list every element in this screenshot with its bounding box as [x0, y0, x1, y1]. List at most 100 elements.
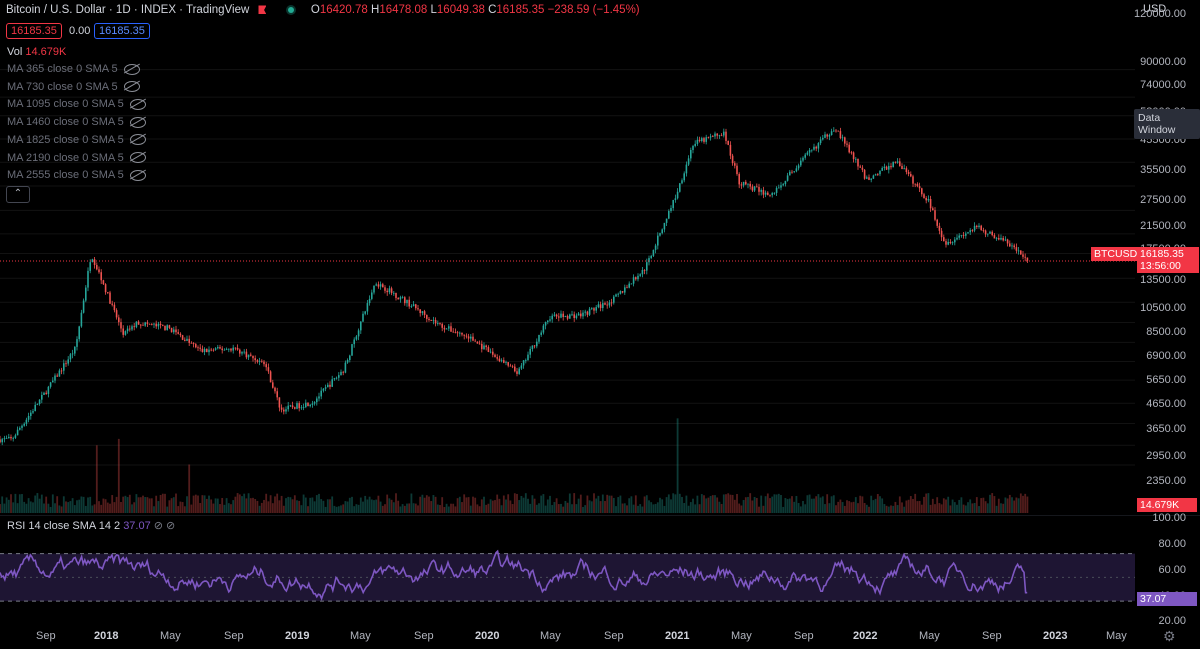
- candle-body: [349, 355, 351, 360]
- candle-body: [584, 311, 586, 313]
- volume-bar: [687, 505, 690, 513]
- rsi-legend[interactable]: RSI 14 close SMA 14 2 37.07 ⊘ ⊘: [7, 519, 175, 532]
- candle-body: [608, 302, 611, 306]
- volume-bar: [194, 494, 197, 513]
- candle-body: [844, 137, 846, 144]
- candle-body: [1015, 247, 1018, 251]
- time-tick-label: May: [540, 630, 561, 642]
- volume-legend[interactable]: Vol 14.679K: [7, 46, 66, 58]
- hidden-eye-icon[interactable]: [129, 116, 146, 128]
- open-value: 16420.78: [319, 4, 368, 16]
- volume-bar: [489, 499, 492, 513]
- volume-bar: [786, 499, 789, 513]
- volume-bar: [225, 498, 228, 513]
- volume-bar: [494, 500, 496, 513]
- volume-bar: [434, 496, 437, 513]
- candle-body: [494, 354, 496, 358]
- volume-bar: [689, 502, 692, 513]
- ma-legend-row[interactable]: MA 1825 close 0 SMA 5: [7, 134, 146, 146]
- candle-body: [1024, 256, 1026, 258]
- hidden-eye-icon[interactable]: [129, 98, 146, 110]
- volume-bar: [566, 502, 569, 513]
- candle-body: [43, 392, 45, 395]
- candle-body: [49, 382, 52, 387]
- candle-body: [791, 171, 793, 173]
- candle-body: [782, 184, 784, 186]
- candle-body: [780, 185, 782, 188]
- volume-bar: [106, 502, 109, 513]
- candle-body: [256, 360, 259, 362]
- volume-bar: [516, 493, 518, 513]
- ma-legend-row[interactable]: MA 365 close 0 SMA 5: [7, 63, 140, 75]
- buy-button[interactable]: 16185.35: [94, 23, 150, 39]
- candle-body: [1, 439, 3, 443]
- candle-body: [265, 364, 267, 368]
- candle-body: [335, 377, 338, 379]
- hidden-eye-icon[interactable]: [129, 152, 146, 164]
- candle-body: [366, 303, 369, 312]
- candle-body: [421, 311, 424, 314]
- volume-bar: [938, 503, 941, 513]
- ma-legend-row[interactable]: MA 2555 close 0 SMA 5: [7, 169, 146, 181]
- hidden-eye-icon[interactable]: [129, 169, 146, 181]
- time-tick-label: May: [731, 630, 752, 642]
- volume-bar: [1, 496, 4, 513]
- volume-bar: [311, 497, 314, 513]
- currency-label[interactable]: USD: [1143, 3, 1167, 15]
- ma-legend-row[interactable]: MA 730 close 0 SMA 5: [7, 81, 140, 93]
- hidden-eye-icon[interactable]: [129, 134, 146, 146]
- volume-bar: [951, 499, 954, 513]
- hidden-eye-icon[interactable]: [123, 63, 140, 75]
- price-chart[interactable]: [0, 0, 1200, 515]
- volume-bar: [947, 496, 950, 513]
- candle-body: [261, 360, 263, 362]
- volume-bar: [648, 500, 650, 513]
- candle-body: [705, 137, 707, 142]
- flag-icon[interactable]: [258, 5, 267, 15]
- hidden-eye-icon[interactable]: [123, 81, 140, 93]
- candle-body: [122, 328, 124, 335]
- close-label: C: [488, 4, 497, 16]
- volume-bar: [923, 496, 925, 513]
- volume-bar: [505, 499, 507, 513]
- settings-gear-icon[interactable]: ⚙: [1163, 628, 1176, 644]
- rsi-pane[interactable]: [0, 515, 1200, 627]
- symbol-title[interactable]: Bitcoin / U.S. Dollar · 1D · INDEX · Tra…: [6, 4, 250, 16]
- sell-button[interactable]: 16185.35: [6, 23, 62, 39]
- volume-bar: [997, 498, 1000, 513]
- candle-body: [327, 384, 329, 388]
- ma-legend-row[interactable]: MA 2190 close 0 SMA 5: [7, 152, 146, 164]
- candle-body: [498, 358, 501, 362]
- volume-bar: [769, 498, 771, 513]
- volume-bar: [76, 500, 78, 513]
- volume-bar: [771, 496, 774, 513]
- volume-bar: [478, 506, 481, 513]
- volume-bar: [421, 494, 424, 513]
- ma-legend-row[interactable]: MA 1460 close 0 SMA 5: [7, 116, 146, 128]
- candle-body: [837, 130, 839, 132]
- volume-bar: [674, 494, 677, 513]
- chart-legend[interactable]: Bitcoin / U.S. Dollar · 1D · INDEX · Tra…: [6, 4, 640, 16]
- candle-body: [976, 225, 978, 227]
- volume-bar: [773, 494, 776, 513]
- candle-body: [250, 354, 252, 356]
- volume-bar: [18, 494, 21, 513]
- volume-bar: [392, 502, 395, 513]
- candle-body: [47, 386, 50, 394]
- low-label: L: [430, 4, 437, 16]
- volume-bar: [709, 495, 712, 513]
- volume-bar: [967, 502, 969, 513]
- candle-body: [676, 191, 679, 199]
- candle-body: [162, 324, 164, 326]
- candle-body: [406, 299, 408, 304]
- volume-bar: [630, 496, 633, 513]
- candle-body: [181, 335, 184, 340]
- candle-body: [368, 298, 371, 304]
- candle-body: [934, 210, 936, 220]
- volume-bar: [269, 495, 272, 513]
- volume-bar: [843, 505, 846, 513]
- rsi-settings-icons[interactable]: ⊘ ⊘: [153, 520, 176, 532]
- candle-body: [599, 304, 602, 309]
- ma-legend-row[interactable]: MA 1095 close 0 SMA 5: [7, 98, 146, 110]
- collapse-legend-button[interactable]: ⌃: [6, 186, 30, 203]
